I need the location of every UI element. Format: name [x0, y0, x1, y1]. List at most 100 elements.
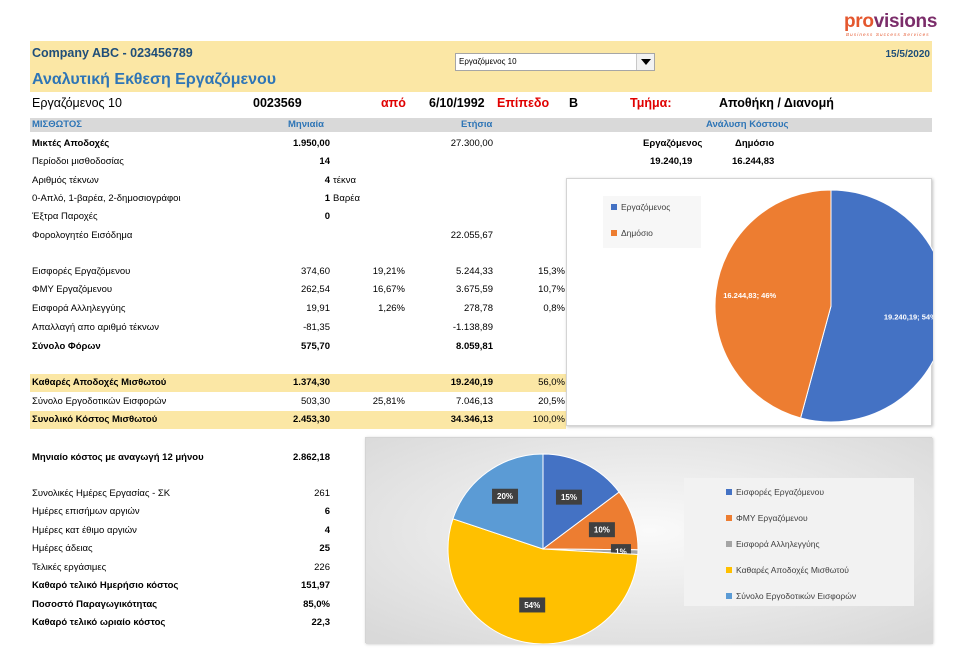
level-value: B	[569, 96, 579, 110]
cell-pct-annual: 56,0%	[538, 377, 565, 388]
cell-annual: 3.675,59	[456, 284, 493, 295]
net-row-highlight	[30, 374, 566, 392]
cost-employee-label: Εργαζόμενος	[643, 138, 703, 149]
col-monthly: Μηνιαία	[288, 119, 324, 130]
table-row-label: Ποσοστό Παραγωγικότητας	[32, 599, 158, 610]
cell-annual: 27.300,00	[450, 138, 493, 149]
hire-date: 6/10/1992	[429, 96, 485, 110]
data-label: 19.240,19; 54%	[884, 313, 933, 322]
cell-monthly: 22,3	[311, 617, 331, 628]
data-label-box	[555, 489, 582, 505]
cell-pct-monthly: 25,81%	[372, 396, 405, 407]
table-row-label: Καθαρό τελικό ωριαίο κόστος	[32, 617, 166, 628]
cell-monthly: 0	[324, 211, 330, 222]
cell-pct-monthly: 16,67%	[372, 284, 405, 295]
page-title: Αναλυτική Εκθεση Εργαζόμενου	[32, 71, 277, 88]
table-row-label: Σύνολο Φόρων	[32, 341, 101, 352]
legend-label: ΦΜΥ Εργαζόμενου	[736, 513, 808, 523]
table-row-label: Μικτές Αποδοχές	[32, 138, 110, 149]
cell-unit: τέκνα	[333, 175, 356, 186]
pie-slice-2	[714, 189, 832, 419]
from-label: από	[381, 96, 406, 110]
employee-select[interactable]: Εργαζόμενος 10	[455, 53, 655, 71]
company-name: Company ABC - 023456789	[32, 46, 193, 60]
cell-unit: Βαρέα	[333, 193, 360, 204]
cell-annual: -1.138,89	[452, 322, 493, 333]
data-label-box	[588, 522, 615, 538]
cell-annual: 278,78	[463, 303, 493, 314]
table-row-label: Εισφορές Εργαζόμενου	[32, 266, 131, 277]
table-row-label: Φορολογητέο Εισόδημα	[32, 230, 133, 241]
legend-swatch	[726, 515, 732, 521]
legend-swatch	[611, 230, 617, 236]
logo-text-visions: visions	[873, 11, 938, 32]
cell-monthly: 261	[314, 488, 330, 499]
cell-monthly: 1.374,30	[293, 377, 330, 388]
cost-breakdown-pie-chart: 15% 10% 1% 54% 20% Εισφορές Εργαζόμενου ΦΜΥ Ερ…	[365, 437, 933, 645]
cell-monthly: 14	[319, 156, 330, 167]
data-label-box	[519, 597, 546, 613]
table-row-label: Περίοδοι μισθοδοσίας	[32, 156, 124, 167]
cell-monthly: 575,70	[300, 341, 330, 352]
table-row-label: Καθαρές Αποδοχές Μισθωτού	[32, 377, 167, 388]
cell-monthly: 2.453,30	[293, 414, 330, 425]
legend-label: Εισφορές Εργαζόμενου	[736, 487, 824, 497]
cell-annual: 8.059,81	[456, 341, 493, 352]
total-cost-row-highlight	[30, 411, 566, 429]
legend-swatch	[611, 204, 617, 210]
legend-label: Καθαρές Αποδοχές Μισθωτού	[736, 565, 849, 575]
cell-monthly: 85,0%	[303, 599, 330, 610]
cell-annual: 22.055,67	[450, 230, 493, 241]
report-date: 15/5/2020	[885, 49, 931, 60]
provisions-logo: provisions Business Success Services	[842, 8, 952, 40]
col-cost-analysis: Ανάλυση Κόστους	[706, 119, 789, 130]
cell-monthly: -81,35	[303, 322, 330, 333]
cell-monthly: 374,60	[300, 266, 330, 277]
table-row-label: Ημέρες επισήμων αργιών	[32, 506, 140, 517]
table-row-label: Συνολικές Ημέρες Εργασίας - ΣΚ	[32, 488, 171, 499]
data-label: 1%	[615, 548, 627, 557]
table-row-label: Αριθμός τέκνων	[32, 175, 99, 186]
table-row-label: Εισφορά Αλληλεγγύης	[32, 303, 126, 314]
col-annual: Ετήσια	[461, 119, 493, 130]
department-label: Τμήμα:	[630, 96, 672, 110]
table-row-label: ΦΜΥ Εργαζόμενου	[32, 284, 113, 295]
legend-swatch	[726, 489, 732, 495]
cell-monthly: 19,91	[306, 303, 330, 314]
cost-split-pie-svg: 19.240,19; 54% 16.244,83; 46% Εργαζόμενος Δ…	[603, 189, 948, 423]
table-row-label: Ημέρες κατ έθιμο αργιών	[32, 525, 137, 536]
cost-breakdown-pie-svg: 15% 10% 1% 54% 20% Εισφορές Εργαζόμενου ΦΜΥ Ερ…	[366, 438, 933, 645]
cost-public-label: Δημόσιο	[735, 138, 775, 149]
cell-annual: 34.346,13	[450, 414, 493, 425]
cell-monthly: 1.950,00	[293, 138, 330, 149]
cell-monthly: 4	[324, 175, 330, 186]
employee-name: Εργαζόμενος 10	[32, 96, 122, 110]
cell-annual: 19.240,19	[450, 377, 493, 388]
pie-slice-4	[447, 518, 639, 645]
table-row-label: 0-Απλό, 1-βαρέα, 2-δημοσιογράφοι	[32, 193, 181, 204]
table-row-label: Σύνολο Εργοδοτικών Εισφορών	[32, 396, 167, 407]
employee-id: 0023569	[253, 96, 302, 110]
data-label-box	[492, 488, 519, 504]
col-salary: ΜΙΣΘΩΤΟΣ	[32, 119, 82, 130]
legend-label: Σύνολο Εργοδοτικών Εισφορών	[736, 591, 856, 601]
legend-swatch	[726, 541, 732, 547]
chevron-down-icon[interactable]	[636, 54, 654, 70]
cell-monthly: 262,54	[300, 284, 330, 295]
table-row-label: Απαλλαγή απο αριθμό τέκνων	[32, 322, 159, 333]
cell-monthly: 1	[324, 193, 330, 204]
cell-monthly: 151,97	[300, 580, 330, 591]
data-label: 15%	[561, 493, 577, 502]
legend-label: Δημόσιο	[621, 228, 653, 238]
legend-label: Εισφορά Αλληλεγγύης	[736, 539, 820, 549]
cell-annual: 5.244,33	[456, 266, 493, 277]
level-label: Επίπεδο	[497, 96, 550, 110]
cell-monthly: 2.862,18	[293, 452, 330, 463]
cell-monthly: 4	[324, 525, 330, 536]
column-header-bar	[30, 118, 932, 132]
cell-annual: 7.046,13	[456, 396, 493, 407]
cell-pct-annual: 0,8%	[543, 303, 565, 314]
table-row-label: Ημέρες άδειας	[32, 543, 93, 554]
cell-pct-annual: 10,7%	[538, 284, 565, 295]
cell-monthly: 503,30	[300, 396, 330, 407]
